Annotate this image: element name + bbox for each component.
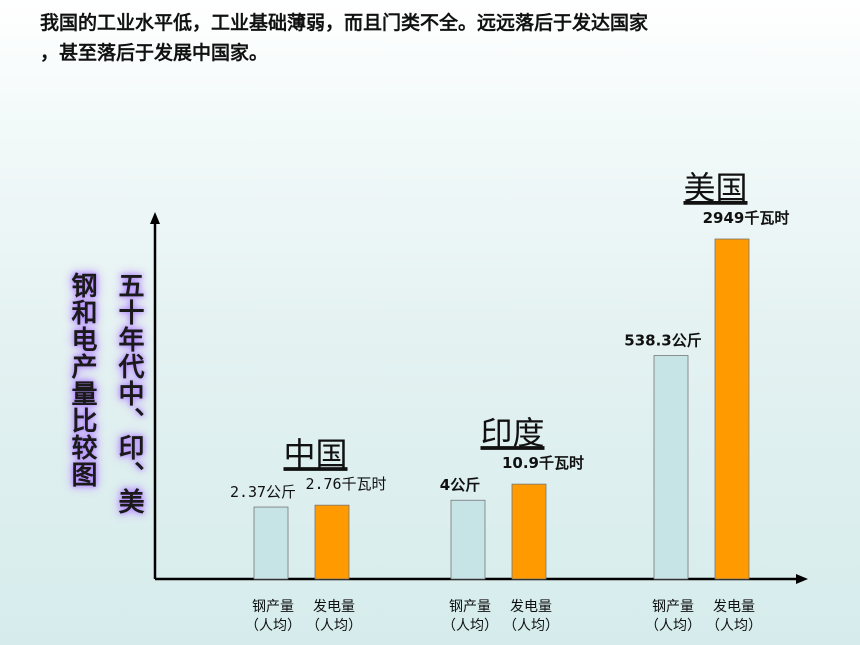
category-label-1-0-0: 钢产量 — [449, 599, 491, 615]
category-label-0-1-0: 发电量 — [313, 599, 355, 615]
data-label-1-steel: 4公斤 — [440, 476, 480, 494]
headline-line-1: 我国的工业水平低，工业基础薄弱，而且门类不全。远远落后于发达国家 — [40, 12, 649, 34]
category-label-1-1-0: 发电量 — [510, 599, 552, 615]
data-label-2-steel: 538.3公斤 — [624, 332, 701, 350]
bar-2-power — [714, 238, 750, 580]
bar-2-steel — [653, 355, 689, 580]
bar-0-steel — [253, 506, 289, 580]
side-title-column-2: 钢和电产量比较图 — [67, 272, 97, 488]
data-label-0-steel: 2.37公斤 — [230, 483, 296, 501]
category-label-0-1-1: （人均） — [306, 618, 362, 634]
x-axis-arrow — [796, 574, 808, 584]
category-label-2-0-1: （人均） — [645, 618, 701, 634]
data-label-2-power: 2949千瓦时 — [703, 209, 790, 227]
bar-0-power — [314, 504, 350, 580]
data-label-0-power: 2.76千瓦时 — [305, 475, 386, 493]
headline-line-2: ，甚至落后于发展中国家。 — [40, 42, 269, 64]
headline: 我国的工业水平低，工业基础薄弱，而且门类不全。远远落后于发达国家 ，甚至落后于发… — [40, 8, 830, 68]
bar-1-steel — [450, 499, 486, 580]
category-label-1-1-1: （人均） — [503, 618, 559, 634]
category-label-0-0-1: （人均） — [245, 618, 301, 634]
country-label-2: 美国 — [683, 169, 747, 207]
bar-1-power — [511, 483, 547, 580]
chart-side-title: 五十年代中、印、美 钢和电产量比较图 — [62, 268, 150, 519]
data-label-1-power: 10.9千瓦时 — [502, 454, 584, 472]
category-label-2-1-1: （人均） — [706, 618, 762, 634]
category-label-2-1-0: 发电量 — [713, 599, 755, 615]
category-label-0-0-0: 钢产量 — [252, 599, 294, 615]
country-label-1: 印度 — [480, 414, 544, 452]
country-label-0: 中国 — [283, 435, 347, 473]
side-title-column-1: 五十年代中、印、美 — [114, 272, 144, 515]
category-label-1-0-1: （人均） — [442, 618, 498, 634]
y-axis-arrow — [150, 212, 160, 224]
category-label-2-0-0: 钢产量 — [652, 599, 694, 615]
